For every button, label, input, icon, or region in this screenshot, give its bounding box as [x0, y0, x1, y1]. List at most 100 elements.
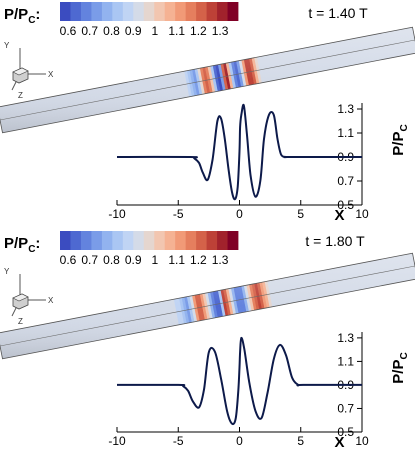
- colorbar-swatch: [112, 2, 124, 21]
- colorbar-tick-label: 0.6: [60, 24, 77, 38]
- colorbar-swatch: [217, 2, 228, 21]
- triad-x-label-2: X: [48, 296, 54, 305]
- colorbar-tick-label: 1.3: [212, 24, 229, 38]
- triad-y-label-2: Y: [4, 267, 10, 276]
- x-tick-label: 10: [355, 434, 369, 448]
- tube-centerline: [0, 39, 415, 121]
- y-tick-label: 1.3: [337, 331, 354, 345]
- colorbar-swatch: [101, 2, 113, 21]
- colorbar-swatch: [227, 231, 239, 250]
- colorbar-tick-label: 0.6: [60, 253, 77, 267]
- x-tick-label: -10: [108, 434, 126, 448]
- colorbar-tick-label: 1.2: [190, 24, 207, 38]
- colorbar-swatches-2: [60, 231, 239, 250]
- colorbar-swatch: [91, 2, 103, 21]
- colorbar-swatch: [70, 231, 82, 250]
- colorbar-swatch: [217, 231, 228, 250]
- pressure-tube-1: [0, 26, 415, 134]
- colorbar-label-1: P/PC:: [4, 6, 40, 26]
- colorbar-swatch: [91, 231, 103, 250]
- pressure-plot-2: -10 -5 0 5 100.50.70.91.11.3XP/PC: [108, 331, 410, 450]
- colorbar-1: P/PC: 0.6 0.7 0.8 0.9 1 1.1 1.2 1.3: [4, 2, 239, 38]
- colorbar-swatch: [196, 2, 207, 21]
- colorbar-tick-label: 1.2: [190, 253, 207, 267]
- colorbar-ticks-2: 0.6 0.7 0.8 0.9 1 1.1 1.2 1.3: [60, 253, 229, 267]
- colorbar-tick-label: 1: [152, 253, 159, 267]
- colorbar-swatch: [175, 2, 187, 21]
- y-tick-label: 0.7: [337, 401, 354, 415]
- y-tick-label: 0.5: [337, 198, 354, 212]
- tube-centerline: [0, 265, 415, 347]
- colorbar-tick-label: 1.1: [168, 253, 185, 267]
- panel-1: P/PC: 0.6 0.7 0.8 0.9 1 1.1 1.2 1.3 t = 1.40 T …: [0, 2, 415, 224]
- colorbar-tick-label: 1.1: [168, 24, 185, 38]
- axes-triad-1: Y X Z: [4, 41, 54, 100]
- x-tick-label: 0: [236, 434, 243, 448]
- colorbar-swatch: [112, 231, 124, 250]
- y-tick-label: 0.7: [337, 174, 354, 188]
- y-tick-label: 1.3: [337, 102, 354, 116]
- colorbar-swatch: [60, 2, 71, 21]
- triad-z-label-2: Z: [18, 317, 23, 326]
- colorbar-swatch: [164, 2, 176, 21]
- triad-x-label-1: X: [48, 70, 54, 79]
- colorbar-swatch: [80, 2, 92, 21]
- colorbar-swatch: [154, 2, 166, 21]
- x-tick-label: 5: [297, 207, 304, 221]
- pressure-curve: [116, 103, 362, 201]
- colorbar-swatch: [206, 2, 218, 21]
- colorbar-swatch: [154, 231, 166, 250]
- pressure-plot-1: -10 -5 0 5 100.50.70.91.11.3XP/PC: [108, 102, 410, 224]
- y-axis-label: P/PC: [390, 124, 410, 155]
- x-tick-label: 0: [236, 207, 243, 221]
- y-axis-label: P/PC: [390, 352, 410, 383]
- colorbar-swatch: [143, 231, 155, 250]
- x-tick-label: -5: [173, 207, 184, 221]
- pressure-tube-2: [0, 252, 415, 360]
- colorbar-swatch: [122, 231, 134, 250]
- y-tick-label: 0.5: [337, 425, 354, 439]
- time-label-2: t = 1.80 T: [305, 233, 365, 249]
- colorbar-swatch: [80, 231, 92, 250]
- colorbar-swatch: [122, 2, 134, 21]
- colorbar-swatches-1: [60, 2, 239, 21]
- x-axis-label: X: [334, 207, 344, 224]
- colorbar-swatch: [206, 231, 218, 250]
- colorbar-swatch: [101, 231, 113, 250]
- colorbar-tick-label: 0.8: [103, 253, 120, 267]
- colorbar-ticks-1: 0.6 0.7 0.8 0.9 1 1.1 1.2 1.3: [60, 24, 229, 38]
- colorbar-swatch: [133, 231, 145, 250]
- colorbar-label-2: P/PC:: [4, 235, 40, 255]
- triad-z-label-1: Z: [18, 91, 23, 100]
- x-tick-label: 5: [297, 434, 304, 448]
- x-axis-label: X: [334, 434, 344, 450]
- colorbar-swatch: [133, 2, 145, 21]
- colorbar-tick-label: 0.9: [125, 24, 142, 38]
- time-label-1: t = 1.40 T: [308, 5, 368, 21]
- y-tick-label: 1.1: [337, 126, 354, 140]
- pressure-curve: [116, 336, 362, 426]
- x-tick-label: -10: [108, 207, 126, 221]
- colorbar-swatch: [196, 231, 207, 250]
- colorbar-swatch: [185, 2, 197, 21]
- colorbar-tick-label: 0.8: [103, 24, 120, 38]
- colorbar-tick-label: 0.7: [81, 253, 98, 267]
- colorbar-swatch: [185, 231, 197, 250]
- triad-y-label-1: Y: [4, 41, 10, 50]
- colorbar-tick-label: 0.9: [125, 253, 142, 267]
- colorbar-tick-label: 0.7: [81, 24, 98, 38]
- colorbar-tick-label: 1.3: [212, 253, 229, 267]
- colorbar-swatch: [227, 2, 239, 21]
- colorbar-swatch: [164, 231, 176, 250]
- colorbar-2: P/PC: 0.6 0.7 0.8 0.9 1 1.1 1.2 1.3: [4, 231, 239, 267]
- x-tick-label: 10: [355, 207, 369, 221]
- colorbar-swatch: [175, 231, 187, 250]
- colorbar-swatch: [143, 2, 155, 21]
- colorbar-tick-label: 1: [152, 24, 159, 38]
- colorbar-swatch: [70, 2, 82, 21]
- x-tick-label: -5: [173, 434, 184, 448]
- axes-triad-2: Y X Z: [4, 267, 54, 326]
- panel-2: P/PC: 0.6 0.7 0.8 0.9 1 1.1 1.2 1.3 t = 1.80 T …: [0, 231, 415, 450]
- colorbar-swatch: [60, 231, 71, 250]
